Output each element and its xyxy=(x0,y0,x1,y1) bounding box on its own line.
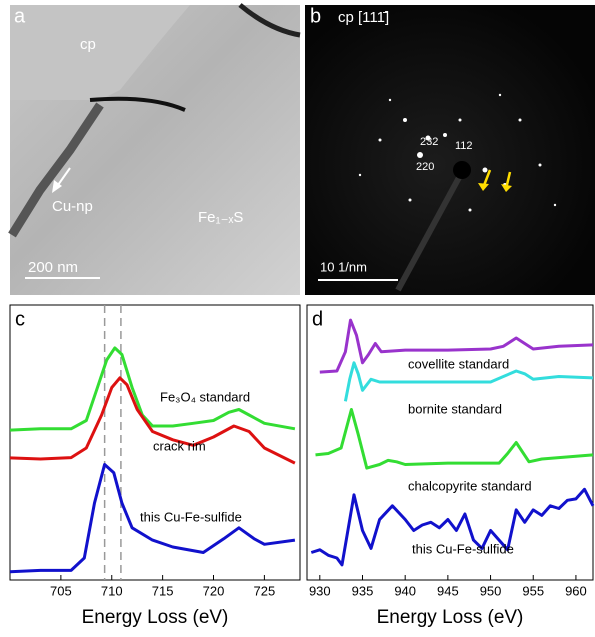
panel-letter: d xyxy=(312,308,323,330)
x-tick-label: 720 xyxy=(203,583,225,598)
beam-stop xyxy=(453,161,471,179)
x-tick-label: 705 xyxy=(50,583,72,598)
x-tick-label: 725 xyxy=(254,583,276,598)
annotation: Fe₁₋ₓS xyxy=(198,209,243,226)
figure: a cp Cu-np Fe₁₋ₓS 200 nm b cp [111̄] 232… xyxy=(0,0,595,632)
x-tick-label: 945 xyxy=(437,583,459,598)
zone-axis: cp [111̄] xyxy=(338,9,389,26)
annotation: Cu-np xyxy=(52,198,93,215)
series-label: crack rim xyxy=(153,438,206,453)
x-tick-label: 930 xyxy=(309,583,331,598)
annotation: 220 xyxy=(416,161,434,173)
scale-bar-label: 200 nm xyxy=(28,259,78,276)
spectrum xyxy=(316,410,594,469)
diffraction-pattern xyxy=(305,5,595,295)
panel-letter: b xyxy=(310,5,321,27)
x-tick-label: 955 xyxy=(522,583,544,598)
x-tick-label: 710 xyxy=(101,583,123,598)
series-label: this Cu-Fe-sulfide xyxy=(412,541,514,556)
x-tick-label: 715 xyxy=(152,583,174,598)
annotation: 112 xyxy=(455,140,473,152)
series-label: Fe₃O₄ standard xyxy=(160,389,250,404)
series-label: chalcopyrite standard xyxy=(408,478,532,493)
panel-letter: c xyxy=(15,308,25,330)
x-tick-label: 950 xyxy=(480,583,502,598)
x-axis-label: Energy Loss (eV) xyxy=(82,607,229,628)
annotation: 232 xyxy=(420,136,438,148)
panel-a: a cp Cu-np Fe₁₋ₓS 200 nm xyxy=(10,5,300,295)
x-axis-label: Energy Loss (eV) xyxy=(377,607,524,628)
x-tick-label: 935 xyxy=(352,583,374,598)
series-label: bornite standard xyxy=(408,401,502,416)
scale-bar-label: 10 1/nm xyxy=(320,259,367,274)
annotation: cp xyxy=(80,36,96,53)
panel-letter: a xyxy=(14,5,26,27)
series-label: covellite standard xyxy=(408,356,509,371)
spectrum xyxy=(10,348,295,430)
x-tick-label: 960 xyxy=(565,583,587,598)
series-label: this Cu-Fe-sulfide xyxy=(140,509,242,524)
panel-b: b cp [111̄] 232 220 112 10 1/nm xyxy=(305,5,595,295)
x-tick-label: 940 xyxy=(394,583,416,598)
page: a cp Cu-np Fe₁₋ₓS 200 nm b cp [111̄] 232… xyxy=(0,0,595,637)
